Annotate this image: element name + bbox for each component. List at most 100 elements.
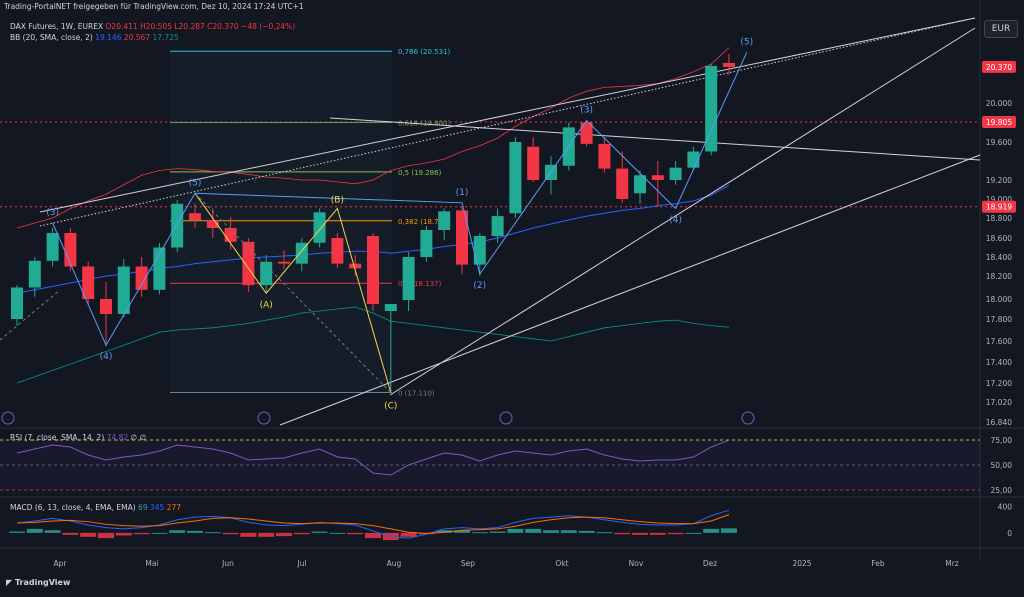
price-tick: 17.600	[986, 337, 1012, 346]
macd-hist-bar	[703, 528, 720, 533]
macd-value: 345	[149, 503, 165, 512]
price-tick: 18.000	[986, 295, 1012, 304]
macd-hist-bar	[98, 532, 114, 539]
bb-legend: BB (20, SMA, close, 2) 19.146 20.567 17.…	[10, 33, 179, 42]
abc-label: (B)	[331, 196, 344, 206]
jump-icon	[1, 411, 15, 425]
jump-icon	[499, 411, 513, 425]
macd-hist-bar	[721, 528, 737, 533]
macd-legend: MACD (6, 13, close, 4, EMA, EMA) 69 345 …	[10, 503, 181, 512]
price-tick: 18.400	[986, 253, 1012, 262]
macd-hist-bar	[525, 528, 542, 533]
macd-hist-bar	[9, 531, 25, 533]
candle-body	[278, 261, 290, 264]
wave-label: (1)	[456, 188, 469, 198]
candle-body	[46, 233, 59, 261]
macd-hist-bar	[471, 532, 488, 534]
price-tick: 18.600	[986, 234, 1012, 243]
tradingview-logo: ◤ TradingView	[6, 578, 70, 587]
macd-hist-bar	[543, 530, 559, 533]
macd-hist-bar	[133, 532, 150, 535]
time-tick: Nov	[629, 559, 644, 568]
trendline-steep	[389, 27, 976, 396]
candle-body	[420, 230, 433, 257]
abc-label: (A)	[260, 300, 273, 310]
price-tick: 17.200	[986, 379, 1012, 388]
macd-hist-bar	[115, 532, 132, 536]
rsi-tick: 25,00	[991, 486, 1013, 495]
candle-body	[598, 143, 611, 169]
macd-hist-bar	[685, 532, 702, 534]
candle-body	[224, 228, 237, 242]
macd-hist-bar	[400, 532, 417, 537]
rsi-line	[16, 439, 730, 476]
macd-hist-bar	[329, 532, 346, 534]
candle-body	[260, 261, 273, 286]
time-tick: 2025	[792, 559, 811, 568]
macd-hist-bar	[560, 530, 577, 533]
candle-body	[349, 263, 362, 269]
candle-body	[331, 238, 344, 264]
price-tick: 20.000	[986, 99, 1012, 108]
candle-body	[189, 213, 201, 220]
candle-body	[456, 210, 468, 265]
share-caption: Trading-PortalNET freigegeben für Tradin…	[4, 2, 304, 11]
bb-upper-line	[16, 47, 730, 229]
macd-hist-bar	[276, 532, 292, 537]
price-tick: 16.840	[986, 418, 1012, 427]
elliott-wave-path	[52, 52, 748, 347]
candle-body	[117, 266, 130, 314]
fib-level-label: 0,382 (18.772)	[398, 218, 450, 226]
logo-icon: ◤	[6, 578, 15, 587]
bb-lower-line	[16, 306, 730, 384]
macd-hist-bar	[204, 532, 221, 534]
abc-label: (C)	[384, 402, 397, 412]
price-tick: 19.600	[986, 138, 1012, 147]
currency-button[interactable]: EUR	[984, 20, 1018, 38]
candle-body	[438, 211, 451, 230]
macd-hist-bar	[80, 532, 97, 537]
wave-label: (4)	[669, 216, 682, 226]
macd-hist-bar	[667, 532, 684, 535]
wave-label: (5)	[740, 37, 753, 47]
wave-label: (3)	[580, 106, 593, 116]
candle-body	[11, 287, 23, 319]
candle-body	[491, 216, 504, 236]
candle-body	[384, 304, 397, 311]
macd-hist-bar	[454, 530, 470, 533]
trendline-upper	[39, 17, 976, 213]
macd-hist-bar	[187, 530, 203, 533]
macd-hist-bar	[347, 532, 364, 535]
fib-level-label: 0 (17.110)	[398, 390, 435, 398]
price-tick: 19.200	[986, 176, 1012, 185]
macd-hist-bar	[614, 532, 631, 535]
level-high-tag: 19.805	[986, 118, 1012, 127]
time-tick: Jun	[221, 559, 234, 568]
macd-tick: 0	[1007, 529, 1012, 538]
macd-signal-line	[16, 514, 730, 535]
rsi-band	[0, 440, 980, 490]
last-price-tag: 20.370	[986, 63, 1012, 72]
candle-body	[153, 247, 166, 290]
bb-basis-value: 19.146	[95, 33, 122, 42]
rsi-legend: RSI (7, close, SMA, 14, 2) 74,82 ∅ ∅	[10, 433, 146, 442]
candle-body	[82, 266, 95, 299]
time-tick: Okt	[555, 559, 568, 568]
macd-hist-bar	[258, 532, 275, 537]
candle-body	[171, 203, 184, 248]
symbol-legend: DAX Futures, 1W, EUREX O20.411 H20.505 L…	[10, 22, 295, 31]
ohlc-open: O20.411	[105, 22, 138, 31]
macd-hist-bar	[240, 532, 257, 537]
time-tick: Mai	[145, 559, 158, 568]
candle-body	[651, 175, 664, 180]
jump-icon	[257, 411, 271, 425]
candle-body	[135, 266, 148, 290]
macd-hist-bar	[436, 530, 453, 533]
candle-body	[527, 146, 540, 180]
fib-level-label: 0,2 (18.137)	[398, 280, 442, 288]
level-low-tag: 18.919	[986, 203, 1012, 212]
macd-hist-bar	[596, 532, 613, 534]
wave-label: (3)	[46, 208, 59, 218]
